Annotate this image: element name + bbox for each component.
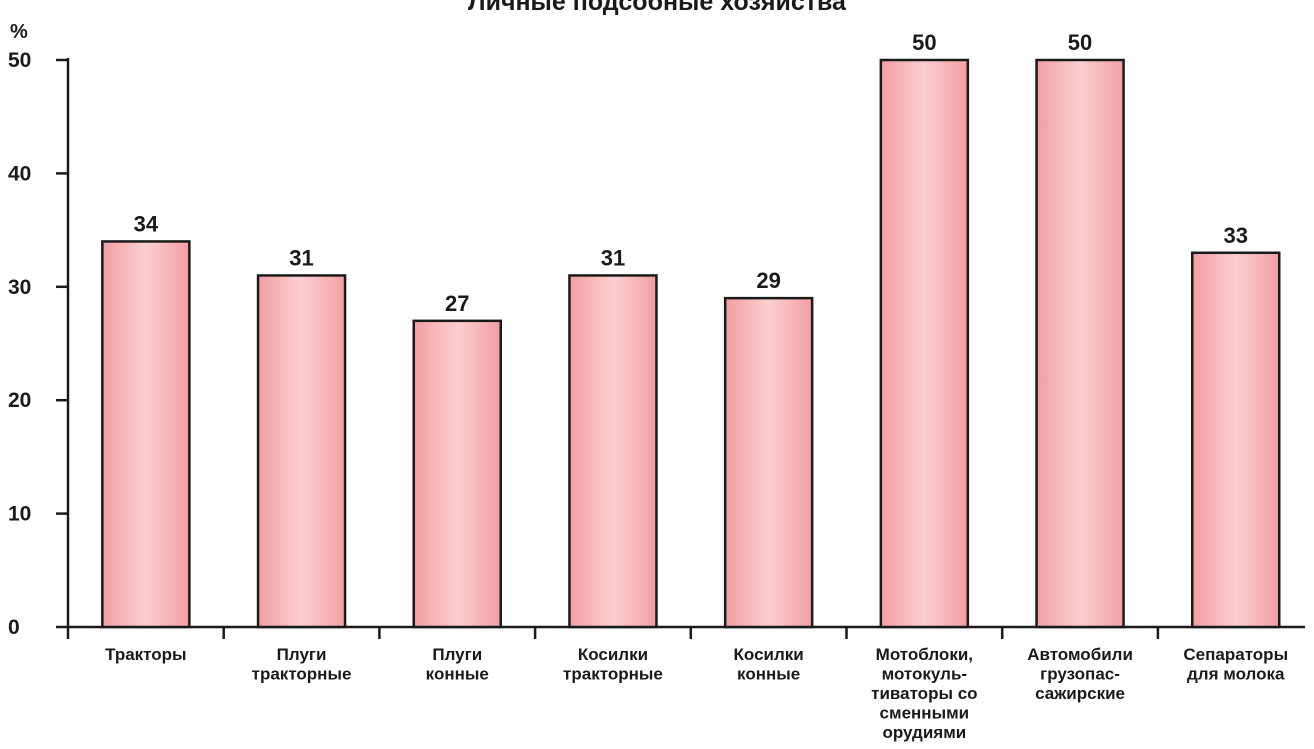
x-category-label: Косилки конные — [734, 645, 804, 684]
bar-value-label: 31 — [601, 245, 625, 270]
bar-value-label: 31 — [289, 245, 313, 270]
x-category-label: Косилки тракторные — [563, 645, 663, 684]
x-category-label: Мотоблоки, мотокуль-тиваторы со сменными ор… — [871, 645, 977, 742]
bar-value-label: 27 — [445, 291, 469, 316]
y-tick-label: 30 — [8, 276, 31, 299]
bar — [568, 274, 658, 629]
y-tick-label: 40 — [8, 162, 31, 185]
bar — [1191, 251, 1281, 629]
chart-title: Личные подсобные хозяйства — [468, 0, 847, 16]
bar — [101, 240, 191, 629]
bar — [723, 296, 814, 629]
y-tick-label: 0 — [8, 616, 20, 639]
bar — [879, 58, 970, 629]
bar-value-label: 29 — [756, 268, 780, 293]
bar — [1035, 58, 1125, 629]
y-tick-label: 50 — [8, 49, 31, 72]
y-axis: 0 10 20 30 40 50 — [8, 49, 70, 639]
x-category-label: Плуги тракторные — [252, 645, 352, 684]
bar-value-label: 50 — [1068, 30, 1092, 55]
x-category-label: Тракторы — [105, 645, 186, 664]
bar — [256, 274, 347, 629]
x-category-labels: Тракторы Плуги тракторные Плуги конные Косилк… — [105, 645, 1288, 742]
x-category-label: Плуги конные — [426, 645, 489, 684]
bar-value-label: 50 — [912, 30, 936, 55]
bar — [412, 319, 502, 629]
bar-value-label: 33 — [1224, 223, 1248, 248]
y-tick-label: 20 — [8, 389, 31, 412]
y-axis-unit-label: % — [10, 21, 28, 43]
y-tick-label: 10 — [8, 503, 31, 526]
bars — [101, 58, 1281, 629]
x-category-label: Сепараторы для молока — [1183, 645, 1288, 684]
data-labels: 34 31 27 31 29 50 50 33 — [134, 30, 1248, 316]
x-category-label: Автомобили грузопас-сажирские — [1027, 645, 1133, 703]
bar-value-label: 34 — [134, 211, 159, 236]
x-axis — [66, 625, 1305, 639]
